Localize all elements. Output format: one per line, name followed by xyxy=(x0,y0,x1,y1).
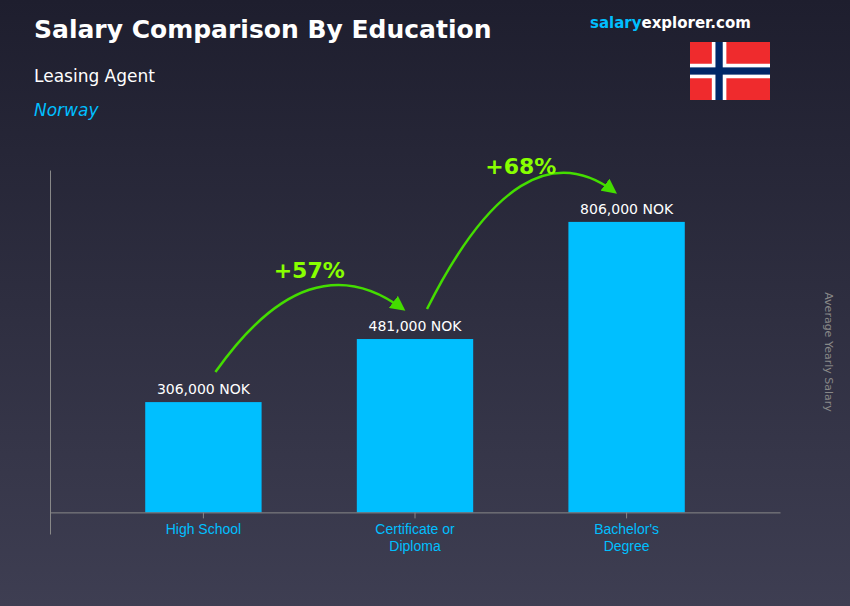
pct-label: +57% xyxy=(274,258,345,283)
subtitle: Leasing Agent xyxy=(34,66,155,86)
tick-label-line: Certificate or xyxy=(375,521,455,537)
arrow xyxy=(427,173,615,309)
tick: Bachelor'sDegree xyxy=(594,512,659,554)
tick-mark xyxy=(203,512,204,518)
y-axis-title: Average Yearly Salary xyxy=(822,292,835,412)
flag-part xyxy=(715,42,722,100)
data-label: 306,000 NOK xyxy=(157,381,251,397)
data-label: 806,000 NOK xyxy=(580,201,674,217)
flag-part xyxy=(690,67,770,74)
x-axis: High School Certificate orDiploma Bachelor… xyxy=(51,512,781,554)
tick-label-line: High School xyxy=(166,521,242,537)
chart: Salary Comparison By Education Leasing Ag… xyxy=(0,0,850,606)
tick-mark xyxy=(626,512,627,518)
arrows: +57% +68% xyxy=(215,154,614,372)
tick: High School xyxy=(166,512,242,537)
flag xyxy=(690,42,770,100)
tick-mark xyxy=(415,512,416,518)
flag-part xyxy=(690,64,770,79)
pct-label: +68% xyxy=(485,154,556,179)
tick-label: Certificate orDiploma xyxy=(375,521,455,555)
site-part: explorer.com xyxy=(642,14,751,32)
bar xyxy=(568,222,684,512)
arrow xyxy=(215,285,403,372)
tick-label: Bachelor'sDegree xyxy=(594,521,659,555)
y-axis-line xyxy=(50,171,51,535)
plot: High School Certificate orDiploma Bachelor… xyxy=(51,154,781,554)
data-label: 481,000 NOK xyxy=(368,318,462,334)
title: Salary Comparison By Education xyxy=(34,15,491,44)
country: Norway xyxy=(34,100,99,120)
y-axis xyxy=(50,171,51,535)
tick-label-line: Degree xyxy=(604,538,650,554)
bar xyxy=(145,402,261,512)
tick-label-line: Bachelor's xyxy=(594,521,659,537)
site: salaryexplorer.com xyxy=(590,14,751,32)
bar xyxy=(357,339,473,512)
tick-label: High School xyxy=(166,521,242,537)
tick-label-line: Diploma xyxy=(389,538,441,554)
flag-part xyxy=(690,42,770,100)
tick: Certificate orDiploma xyxy=(375,512,455,554)
site-part: salary xyxy=(590,14,642,32)
bars xyxy=(145,222,685,512)
data-labels: 306,000 NOK 481,000 NOK 806,000 NOK xyxy=(157,201,674,397)
